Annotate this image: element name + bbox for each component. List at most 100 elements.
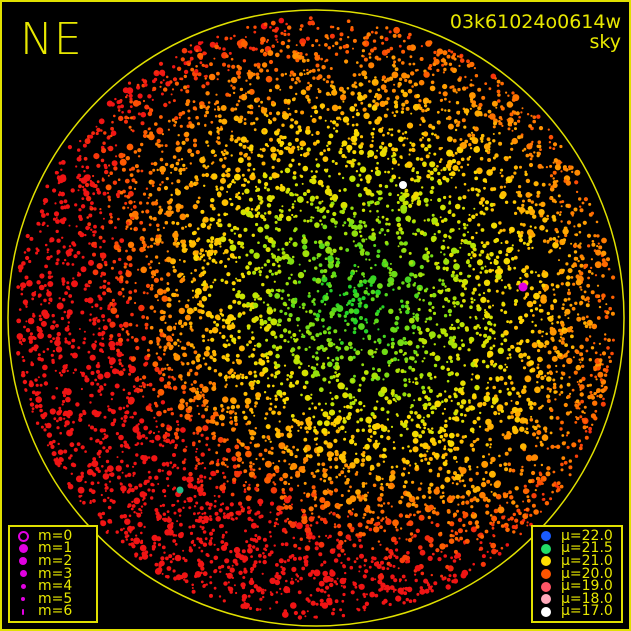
star-point bbox=[228, 93, 232, 97]
star-point bbox=[398, 349, 403, 354]
star-point bbox=[433, 507, 436, 510]
star-point bbox=[174, 120, 178, 124]
star-point bbox=[323, 420, 330, 427]
star-point bbox=[359, 166, 367, 173]
star-point bbox=[430, 573, 433, 577]
star-point bbox=[158, 205, 162, 209]
star-point bbox=[453, 455, 457, 460]
star-point bbox=[553, 382, 557, 387]
star-point bbox=[568, 465, 573, 470]
star-point bbox=[136, 85, 141, 90]
star-point bbox=[601, 261, 609, 268]
star-point bbox=[110, 266, 114, 270]
star-point bbox=[468, 336, 475, 343]
star-point bbox=[397, 58, 401, 62]
star-point bbox=[277, 411, 282, 416]
star-point bbox=[507, 447, 512, 452]
star-point bbox=[416, 414, 422, 420]
star-point bbox=[459, 58, 465, 63]
star-point bbox=[95, 125, 98, 128]
star-point bbox=[371, 547, 375, 551]
star-point bbox=[386, 283, 391, 287]
star-point bbox=[61, 403, 64, 406]
star-point bbox=[100, 271, 105, 276]
star-point bbox=[538, 425, 541, 428]
star-point bbox=[380, 424, 385, 429]
star-point bbox=[149, 286, 154, 291]
star-point bbox=[335, 129, 339, 133]
star-point bbox=[170, 439, 175, 444]
star-point bbox=[488, 141, 492, 145]
star-point bbox=[81, 185, 85, 189]
star-point bbox=[571, 388, 575, 392]
star-point bbox=[544, 340, 550, 346]
star-point bbox=[181, 438, 185, 443]
star-point bbox=[305, 36, 310, 41]
star-point bbox=[199, 479, 204, 483]
star-point bbox=[236, 279, 240, 282]
star-point bbox=[372, 483, 377, 488]
star-point bbox=[18, 308, 22, 311]
star-point bbox=[288, 435, 292, 438]
star-point bbox=[90, 425, 94, 430]
star-point bbox=[303, 269, 307, 273]
star-point bbox=[331, 548, 334, 551]
star-point bbox=[558, 213, 562, 216]
star-point bbox=[169, 387, 173, 390]
star-point bbox=[514, 416, 521, 423]
star-point bbox=[494, 394, 498, 399]
star-point bbox=[316, 363, 319, 366]
star-point bbox=[193, 307, 198, 311]
star-point bbox=[385, 518, 392, 525]
star-point bbox=[611, 295, 615, 299]
star-point bbox=[361, 428, 365, 432]
star-point bbox=[179, 172, 182, 175]
star-point bbox=[250, 436, 255, 441]
star-point bbox=[361, 532, 366, 537]
star-point bbox=[248, 579, 255, 586]
star-point bbox=[187, 116, 191, 120]
star-point bbox=[370, 435, 373, 438]
star-point bbox=[84, 190, 89, 195]
star-point bbox=[455, 482, 459, 486]
star-point bbox=[63, 465, 66, 469]
star-point bbox=[255, 607, 259, 612]
star-point bbox=[362, 605, 367, 610]
star-point bbox=[350, 26, 354, 29]
star-point bbox=[177, 134, 180, 137]
star-point bbox=[98, 235, 103, 240]
star-point bbox=[446, 287, 451, 292]
star-point bbox=[229, 240, 234, 244]
star-point bbox=[252, 348, 256, 351]
star-point bbox=[108, 164, 111, 167]
star-point bbox=[83, 330, 86, 333]
star-point bbox=[566, 350, 570, 354]
star-point bbox=[159, 85, 162, 88]
star-point bbox=[128, 514, 132, 518]
star-point bbox=[255, 72, 260, 77]
star-point bbox=[107, 407, 112, 412]
star-point bbox=[118, 341, 123, 347]
star-point bbox=[608, 306, 612, 311]
star-point bbox=[399, 433, 403, 437]
star-point bbox=[546, 399, 551, 403]
star-point bbox=[93, 184, 98, 188]
star-point bbox=[175, 244, 179, 248]
star-point bbox=[40, 320, 47, 327]
star-point bbox=[444, 419, 448, 423]
star-point bbox=[379, 145, 383, 150]
star-point bbox=[408, 365, 412, 370]
star-point bbox=[242, 484, 246, 487]
star-point bbox=[323, 560, 327, 564]
star-point bbox=[250, 151, 253, 154]
star-point bbox=[397, 84, 401, 88]
star-point bbox=[96, 263, 103, 270]
star-point bbox=[171, 292, 176, 297]
star-point bbox=[174, 542, 178, 546]
star-point bbox=[433, 57, 437, 60]
star-point bbox=[530, 329, 535, 334]
star-point bbox=[139, 388, 143, 393]
star-point bbox=[342, 90, 346, 94]
star-point bbox=[298, 128, 302, 133]
star-point bbox=[101, 337, 104, 340]
